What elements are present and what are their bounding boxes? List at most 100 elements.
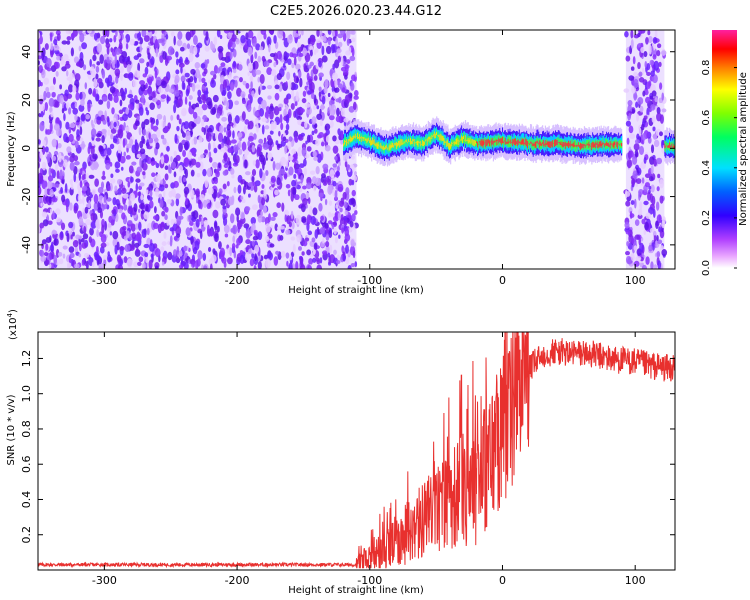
spectrogram-signal-cell <box>406 139 408 143</box>
spectrogram-noise-cell <box>148 137 154 144</box>
spectrogram-noise-cell <box>236 87 242 97</box>
spectrogram-noise-cell <box>176 125 180 132</box>
spectrogram-noise-cell <box>249 75 254 82</box>
spectrogram-noise-cell <box>201 85 206 90</box>
spectrogram-noise-cell <box>333 249 337 255</box>
spectrogram-noise-cell <box>188 214 193 223</box>
spectrogram-noise-cell <box>74 263 80 269</box>
spectrogram-noise-cell <box>661 139 664 149</box>
spectrogram-noise-cell <box>293 130 299 139</box>
spectrogram-noise-cell <box>64 89 69 97</box>
spectrogram-noise-cell <box>142 128 147 136</box>
spectrogram-noise-cell <box>250 55 254 61</box>
spectrogram-noise-cell <box>656 214 662 224</box>
spectrogram-noise-cell <box>644 87 649 96</box>
spectrogram-noise-cell <box>100 242 107 248</box>
spectrogram-noise-cell <box>350 239 355 247</box>
spectrogram-noise-cell <box>635 101 639 108</box>
spectrogram-noise-cell <box>271 69 277 77</box>
spectrogram-noise-cell <box>142 262 146 269</box>
spectrogram-noise-cell <box>40 202 43 207</box>
spectrogram-signal-cell <box>402 142 404 145</box>
spectrogram-noise-cell <box>289 255 292 261</box>
spectrogram-noise-cell <box>145 107 148 112</box>
spectrogram-noise-cell <box>74 114 78 121</box>
spectrogram-noise-cell <box>279 235 284 241</box>
spectrogram-noise-cell <box>141 229 147 239</box>
spectrogram-noise-cell <box>41 161 47 171</box>
spectrogram-noise-cell <box>643 50 648 58</box>
spectrogram-noise-cell <box>318 86 322 92</box>
snr-y-tick-label: 0.2 <box>20 526 33 544</box>
spectrogram-signal-cell <box>414 142 416 144</box>
spectrogram-signal-cell <box>603 142 605 145</box>
spectrogram-noise-cell <box>300 175 304 184</box>
spectrogram-noise-cell <box>106 100 111 110</box>
spectrogram-noise-cell <box>70 47 75 57</box>
spectrogram-signal-cell <box>573 141 575 148</box>
spectrogram-noise-cell <box>334 30 338 37</box>
spectrogram-noise-cell <box>234 100 239 106</box>
spectrogram-signal-cell <box>462 136 464 144</box>
spectrogram-noise-cell <box>649 193 654 204</box>
spectrogram-noise-cell <box>174 78 178 86</box>
spectrogram-noise-cell <box>178 62 185 68</box>
spectrogram-noise-cell <box>236 220 242 230</box>
spectrogram-noise-cell <box>274 84 280 90</box>
spectrogram-noise-cell <box>106 222 112 233</box>
spectrogram-signal-cell <box>556 140 559 146</box>
spectrogram-noise-cell <box>162 137 167 145</box>
spectrogram-noise-cell <box>164 206 169 213</box>
spectrogram-noise-cell <box>283 108 287 118</box>
spectrogram-noise-cell <box>54 49 60 55</box>
spectrogram-noise-cell <box>198 217 202 222</box>
spectrogram-noise-cell <box>81 175 86 181</box>
spectrogram-noise-cell <box>101 135 105 144</box>
spectrogram-noise-cell <box>119 155 126 164</box>
spectrogram-signal-cell <box>562 142 564 148</box>
spectrogram-signal-cell <box>457 140 459 142</box>
spectrogram-noise-cell <box>192 121 195 129</box>
spectrogram-noise-cell <box>190 169 195 177</box>
spectrogram-signal-cell <box>590 145 592 147</box>
spectrogram-noise-cell <box>223 216 228 227</box>
spectrogram-noise-cell <box>646 81 651 89</box>
spectrogram-noise-cell <box>310 215 317 226</box>
spectrogram-noise-cell <box>161 241 167 246</box>
spectrogram-noise-cell <box>183 261 189 269</box>
spectrogram-noise-cell <box>204 149 208 154</box>
spectrogram-noise-cell <box>104 110 107 121</box>
spectrogram-noise-cell <box>67 84 74 93</box>
spectrogram-signal-cell <box>388 145 390 151</box>
spectrogram-signal-cell <box>353 135 355 139</box>
spectrogram-noise-cell <box>635 256 642 262</box>
spectrogram-signal-cell <box>507 138 509 145</box>
spectrogram-noise-cell <box>222 183 227 190</box>
spectrogram-signal-cell <box>389 143 391 150</box>
spectrogram-noise-cell <box>283 171 288 180</box>
spectrogram-noise-cell <box>643 200 649 206</box>
spectrogram-noise-cell <box>307 230 313 236</box>
spectrogram-noise-cell <box>278 130 281 137</box>
spectrogram-signal-cell <box>588 141 590 148</box>
spectrogram-y-tick-label: 20 <box>20 93 33 107</box>
spectrogram-noise-cell <box>149 189 153 197</box>
spectrogram-noise-cell <box>288 136 293 142</box>
spectrogram-noise-cell <box>230 34 237 42</box>
spectrogram-noise-cell <box>48 97 55 107</box>
spectrogram-noise-cell <box>259 83 263 92</box>
spectrogram-noise-cell <box>96 245 99 253</box>
spectrogram-signal-cell <box>349 135 351 143</box>
spectrogram-noise-cell <box>78 216 84 226</box>
spectrogram-noise-cell <box>280 156 287 166</box>
spectrogram-noise-cell <box>163 231 167 239</box>
spectrogram-noise-cell <box>642 90 646 97</box>
spectrogram-noise-cell <box>233 144 238 153</box>
spectrogram-signal-cell <box>619 144 621 146</box>
snr-y-tick-label: 1.2 <box>20 350 33 368</box>
spectrogram-noise-cell <box>96 61 101 66</box>
spectrogram-noise-cell <box>80 98 85 107</box>
spectrogram-noise-cell <box>273 256 279 266</box>
spectrogram-noise-cell <box>284 214 288 222</box>
spectrogram-signal-cell <box>577 144 579 147</box>
